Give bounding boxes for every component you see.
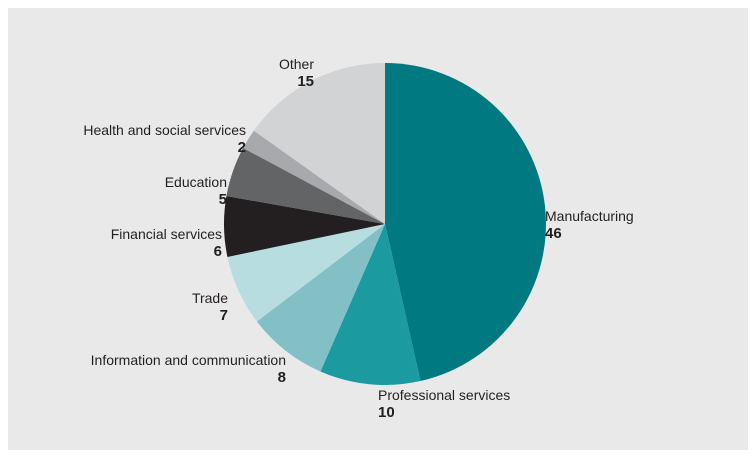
slice-value-financial-services: 6 <box>214 243 222 260</box>
slice-value-trade: 7 <box>220 307 228 324</box>
pie-slice-professional-services <box>320 224 421 385</box>
pie-slice-information-and-communication <box>256 224 385 372</box>
slice-label-health-and-social-services: Health and social services <box>83 122 246 138</box>
slice-value-manufacturing: 46 <box>545 225 562 242</box>
pie-slices <box>224 62 546 385</box>
pie-slice-education <box>226 147 385 224</box>
slice-label-professional-services: Professional services <box>378 387 510 403</box>
slice-label-education: Education <box>165 174 227 190</box>
slice-label-information-and-communication: Information and communication <box>91 352 286 368</box>
slice-value-health-and-social-services: 2 <box>238 139 246 156</box>
slice-value-professional-services: 10 <box>378 404 395 421</box>
slice-value-information-and-communication: 8 <box>278 369 286 386</box>
pie-slice-manufacturing <box>385 63 546 382</box>
slice-label-trade: Trade <box>192 290 228 306</box>
pie-slice-other <box>253 62 385 225</box>
pie-slice-financial-services <box>224 196 385 257</box>
slice-label-other: Other <box>279 56 314 72</box>
slice-label-financial-services: Financial services <box>111 226 222 242</box>
slice-label-manufacturing: Manufacturing <box>545 208 634 224</box>
pie-slice-trade <box>227 224 385 322</box>
pie-slice-health-and-social-services <box>243 130 385 224</box>
chart-panel: Manufacturing 46 Professional services 10 In… <box>8 8 748 450</box>
slice-value-education: 5 <box>219 191 227 208</box>
slice-value-other: 15 <box>297 73 314 90</box>
